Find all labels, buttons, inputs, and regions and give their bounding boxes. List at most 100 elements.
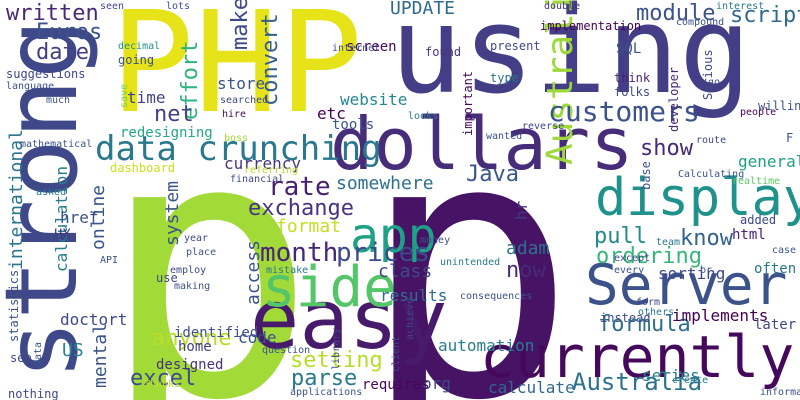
- cloud-word: people: [740, 107, 777, 118]
- cloud-word: important: [461, 70, 475, 136]
- cloud-word: class: [378, 261, 433, 282]
- cloud-word: use: [156, 271, 178, 285]
- cloud-word: mistake: [266, 265, 309, 276]
- cloud-word: format: [276, 216, 342, 237]
- cloud-word: much: [46, 95, 71, 106]
- cloud-word: case: [772, 245, 797, 256]
- cloud-word: href: [60, 208, 99, 227]
- cloud-word: library: [331, 327, 342, 370]
- cloud-word: suggestions: [6, 67, 86, 81]
- cloud-word: script: [730, 3, 800, 28]
- cloud-word: implementation: [540, 19, 642, 33]
- cloud-word: every: [614, 265, 645, 276]
- cloud-word: sorting: [658, 264, 726, 283]
- cloud-word: br: [700, 265, 713, 276]
- cloud-word: prices: [336, 238, 430, 268]
- cloud-word: consequences: [460, 291, 533, 302]
- cloud-word: adam: [506, 238, 550, 259]
- cloud-word: language: [6, 81, 55, 92]
- cloud-word: month: [260, 238, 339, 268]
- cloud-word: interest: [716, 1, 765, 12]
- cloud-word: currency: [224, 154, 302, 173]
- cloud-word: p: [360, 60, 577, 400]
- cloud-word: module: [636, 1, 716, 26]
- cloud-word: system: [162, 180, 183, 246]
- cloud-word: somewhere: [336, 173, 434, 194]
- cloud-word: often: [754, 261, 797, 277]
- cloud-word: show: [640, 136, 693, 161]
- cloud-word: instead: [600, 311, 651, 325]
- cloud-word: employ: [170, 265, 207, 276]
- cloud-word: hr: [512, 200, 531, 220]
- cloud-word: information: [760, 387, 800, 398]
- cloud-word: Euros: [36, 20, 103, 45]
- cloud-word: code: [238, 328, 277, 347]
- cloud-word: realtime: [732, 176, 781, 187]
- cloud-word: F: [786, 131, 794, 145]
- cloud-word: identified: [174, 325, 259, 341]
- cloud-word: asked: [36, 187, 67, 198]
- cloud-word: tools: [332, 117, 375, 133]
- cloud-word: achieve: [405, 297, 416, 340]
- cloud-word: go: [708, 77, 721, 88]
- cloud-word: Server: [585, 253, 788, 318]
- cloud-word: customers: [548, 95, 700, 128]
- cloud-word: going: [118, 53, 155, 67]
- cloud-word: automation: [438, 336, 535, 355]
- cloud-word: Australia: [572, 368, 703, 396]
- cloud-word: others: [638, 307, 675, 318]
- cloud-word: unintended: [440, 257, 501, 268]
- cloud-word: place: [186, 247, 217, 258]
- cloud-word: compound: [676, 17, 725, 28]
- cloud-word: redesigning: [120, 125, 213, 141]
- cloud-word: access: [243, 239, 264, 305]
- cloud-word: US: [62, 340, 84, 361]
- cloud-word: etc: [317, 104, 346, 123]
- cloud-word: rate: [268, 172, 331, 202]
- cloud-word: pull: [594, 224, 647, 249]
- cloud-word: mathematical: [20, 139, 93, 150]
- cloud-word: ordering: [596, 244, 702, 269]
- cloud-word: mental: [90, 322, 111, 388]
- cloud-word: found: [425, 45, 462, 59]
- cloud-word: folks: [614, 85, 651, 99]
- cloud-word: written: [6, 1, 99, 26]
- cloud-word: API: [100, 255, 119, 266]
- cloud-word: data: [33, 341, 44, 366]
- cloud-word: financial: [230, 174, 285, 185]
- cloud-word: parse: [291, 366, 358, 391]
- cloud-word: searched: [220, 95, 269, 106]
- cloud-word: display: [595, 168, 800, 228]
- cloud-word: international: [6, 129, 27, 270]
- cloud-word: implements: [672, 306, 769, 325]
- cloud-word: calculate: [488, 378, 575, 397]
- cloud-word: form: [636, 297, 661, 308]
- cloud-word: double: [544, 1, 581, 12]
- cloud-word: statistics: [7, 269, 21, 342]
- cloud-word: team: [656, 237, 681, 248]
- cloud-word: dashboard: [110, 161, 176, 175]
- cloud-word: dollars: [330, 102, 634, 186]
- cloud-word: seen: [100, 1, 125, 12]
- cloud-word: decimal: [118, 41, 161, 52]
- cloud-word: later: [754, 317, 797, 333]
- cloud-word: using: [390, 0, 752, 121]
- cloud-word: present: [490, 39, 541, 53]
- cloud-word: willing: [758, 99, 800, 113]
- cloud-word: series: [642, 366, 700, 385]
- cloud-word: money: [420, 235, 451, 246]
- cloud-word: SQL: [616, 41, 642, 57]
- cloud-word: screen: [346, 39, 397, 55]
- cloud-word: Serious: [701, 49, 715, 100]
- cloud-word: p: [100, 60, 317, 400]
- cloud-word: net: [154, 102, 194, 127]
- cloud-word: date: [36, 40, 89, 65]
- cloud-word: Calculating: [678, 169, 745, 180]
- cloud-word: internet: [332, 43, 381, 54]
- cloud-word: applications: [290, 387, 363, 398]
- cloud-word: create: [672, 375, 709, 386]
- cloud-word: Thanks: [144, 379, 181, 390]
- cloud-word: exchange: [248, 196, 354, 221]
- cloud-word: time: [127, 88, 166, 107]
